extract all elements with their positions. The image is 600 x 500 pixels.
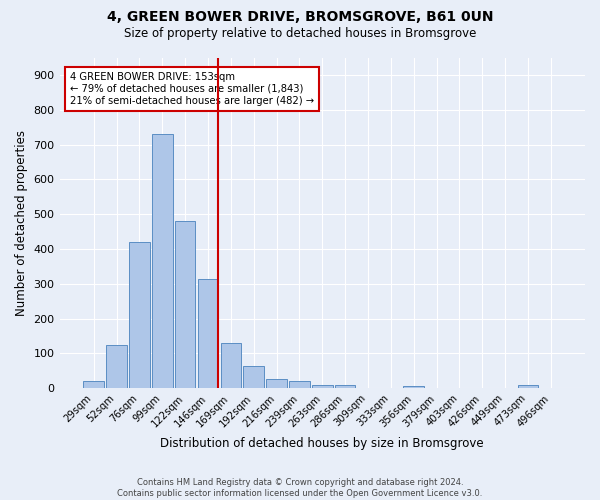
Bar	[198, 278, 218, 388]
Bar	[244, 366, 264, 388]
Text: 4 GREEN BOWER DRIVE: 153sqm
← 79% of detached houses are smaller (1,843)
21% of : 4 GREEN BOWER DRIVE: 153sqm ← 79% of det…	[70, 72, 314, 106]
Y-axis label: Number of detached properties: Number of detached properties	[15, 130, 28, 316]
Text: 4, GREEN BOWER DRIVE, BROMSGROVE, B61 0UN: 4, GREEN BOWER DRIVE, BROMSGROVE, B61 0U…	[107, 10, 493, 24]
Bar	[129, 242, 150, 388]
Bar	[289, 380, 310, 388]
Bar	[152, 134, 173, 388]
Text: Size of property relative to detached houses in Bromsgrove: Size of property relative to detached ho…	[124, 28, 476, 40]
Bar	[175, 221, 196, 388]
X-axis label: Distribution of detached houses by size in Bromsgrove: Distribution of detached houses by size …	[160, 437, 484, 450]
Bar	[83, 381, 104, 388]
Bar	[403, 386, 424, 388]
Bar	[221, 343, 241, 388]
Bar	[518, 386, 538, 388]
Bar	[106, 344, 127, 388]
Bar	[312, 384, 332, 388]
Text: Contains HM Land Registry data © Crown copyright and database right 2024.
Contai: Contains HM Land Registry data © Crown c…	[118, 478, 482, 498]
Bar	[335, 386, 355, 388]
Bar	[266, 379, 287, 388]
